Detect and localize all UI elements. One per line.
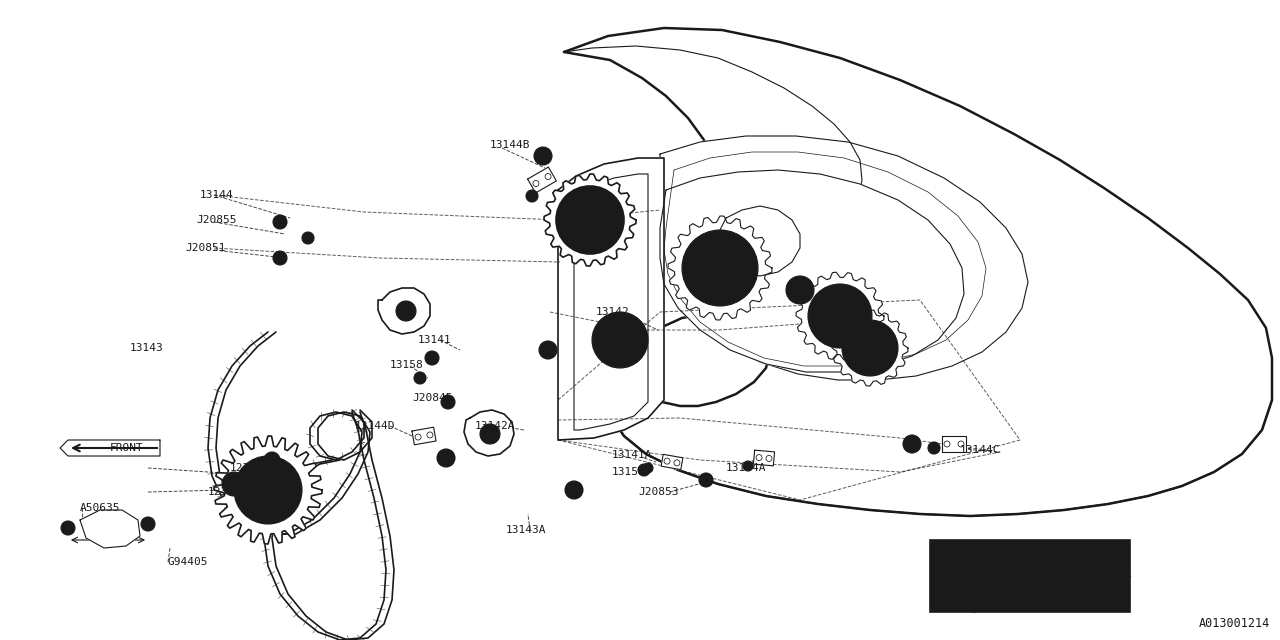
Text: G94405: G94405: [168, 557, 209, 567]
Text: 0104S*A: 0104S*A: [984, 552, 1034, 564]
Text: 13144: 13144: [200, 190, 234, 200]
Text: 13141: 13141: [419, 335, 452, 345]
Circle shape: [902, 435, 922, 453]
Text: 13158: 13158: [390, 360, 424, 370]
Circle shape: [141, 517, 155, 531]
Text: 13144C: 13144C: [960, 445, 1001, 455]
Circle shape: [221, 472, 246, 496]
Text: 1: 1: [545, 345, 550, 355]
Circle shape: [284, 480, 300, 496]
Text: 2: 2: [540, 151, 547, 161]
Text: 1: 1: [571, 485, 577, 495]
Polygon shape: [527, 167, 557, 193]
Text: A013001214: A013001214: [1199, 617, 1270, 630]
Text: 13142A: 13142A: [475, 421, 516, 431]
Text: J20853: J20853: [637, 487, 678, 497]
Text: 13141A: 13141A: [612, 450, 653, 460]
Text: J20855: J20855: [196, 215, 237, 225]
Circle shape: [302, 232, 314, 244]
Polygon shape: [544, 174, 636, 266]
Circle shape: [526, 190, 538, 202]
Circle shape: [534, 147, 552, 165]
Text: A50635: A50635: [79, 503, 120, 513]
Polygon shape: [79, 510, 140, 548]
Circle shape: [556, 186, 625, 254]
Circle shape: [442, 395, 454, 409]
Text: 13144D: 13144D: [355, 421, 396, 431]
Circle shape: [786, 276, 814, 304]
Circle shape: [564, 481, 582, 499]
Text: 13144A: 13144A: [726, 463, 767, 473]
Circle shape: [273, 251, 287, 265]
Polygon shape: [558, 158, 664, 440]
Bar: [931, 540, 1130, 612]
Text: 13143A: 13143A: [506, 525, 547, 535]
Text: 12305: 12305: [248, 505, 282, 515]
Text: 2: 2: [909, 439, 915, 449]
Polygon shape: [214, 436, 323, 544]
Text: 2: 2: [443, 453, 449, 463]
Circle shape: [396, 301, 416, 321]
Circle shape: [539, 341, 557, 359]
Circle shape: [61, 521, 76, 535]
Circle shape: [480, 424, 500, 444]
Text: 1: 1: [948, 553, 955, 563]
Circle shape: [436, 449, 454, 467]
Text: FRONT: FRONT: [110, 443, 143, 453]
Circle shape: [937, 579, 966, 609]
Circle shape: [413, 372, 426, 384]
Circle shape: [842, 320, 899, 376]
Polygon shape: [942, 436, 966, 452]
Polygon shape: [668, 216, 772, 320]
Polygon shape: [465, 410, 515, 456]
Circle shape: [937, 543, 966, 573]
Text: 12362: 12362: [207, 487, 242, 497]
Polygon shape: [796, 272, 884, 360]
Polygon shape: [660, 170, 964, 372]
Polygon shape: [564, 28, 1272, 516]
Circle shape: [699, 473, 713, 487]
Circle shape: [264, 452, 280, 468]
Polygon shape: [378, 288, 430, 334]
Circle shape: [928, 442, 940, 454]
Text: J20851: J20851: [186, 243, 225, 253]
Circle shape: [637, 464, 650, 476]
Polygon shape: [754, 450, 774, 466]
Polygon shape: [412, 427, 436, 445]
Text: J20845: J20845: [412, 393, 453, 403]
Polygon shape: [832, 310, 908, 386]
Circle shape: [742, 461, 753, 471]
Text: 13158: 13158: [612, 467, 645, 477]
Circle shape: [273, 215, 287, 229]
Polygon shape: [660, 136, 1028, 380]
Polygon shape: [660, 454, 684, 470]
Circle shape: [425, 351, 439, 365]
Circle shape: [808, 284, 872, 348]
Text: 12369: 12369: [230, 463, 264, 473]
Circle shape: [682, 230, 758, 306]
Circle shape: [234, 456, 302, 524]
Circle shape: [643, 463, 653, 473]
Text: 2: 2: [948, 589, 955, 599]
Text: 13144B: 13144B: [490, 140, 530, 150]
Text: A40610: A40610: [984, 588, 1027, 600]
Text: 13143: 13143: [131, 343, 164, 353]
Circle shape: [591, 312, 648, 368]
Text: 13142: 13142: [596, 307, 630, 317]
